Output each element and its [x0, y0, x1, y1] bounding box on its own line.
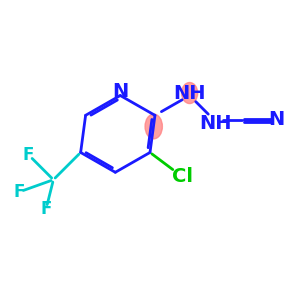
- Text: N: N: [268, 110, 284, 128]
- Text: NH: NH: [173, 83, 206, 103]
- Ellipse shape: [182, 82, 198, 103]
- Text: F: F: [40, 200, 52, 218]
- Text: F: F: [23, 146, 34, 164]
- Text: NH: NH: [200, 115, 232, 134]
- Text: F: F: [13, 183, 24, 201]
- Text: N: N: [112, 82, 128, 101]
- Text: Cl: Cl: [172, 167, 193, 185]
- Ellipse shape: [145, 114, 162, 139]
